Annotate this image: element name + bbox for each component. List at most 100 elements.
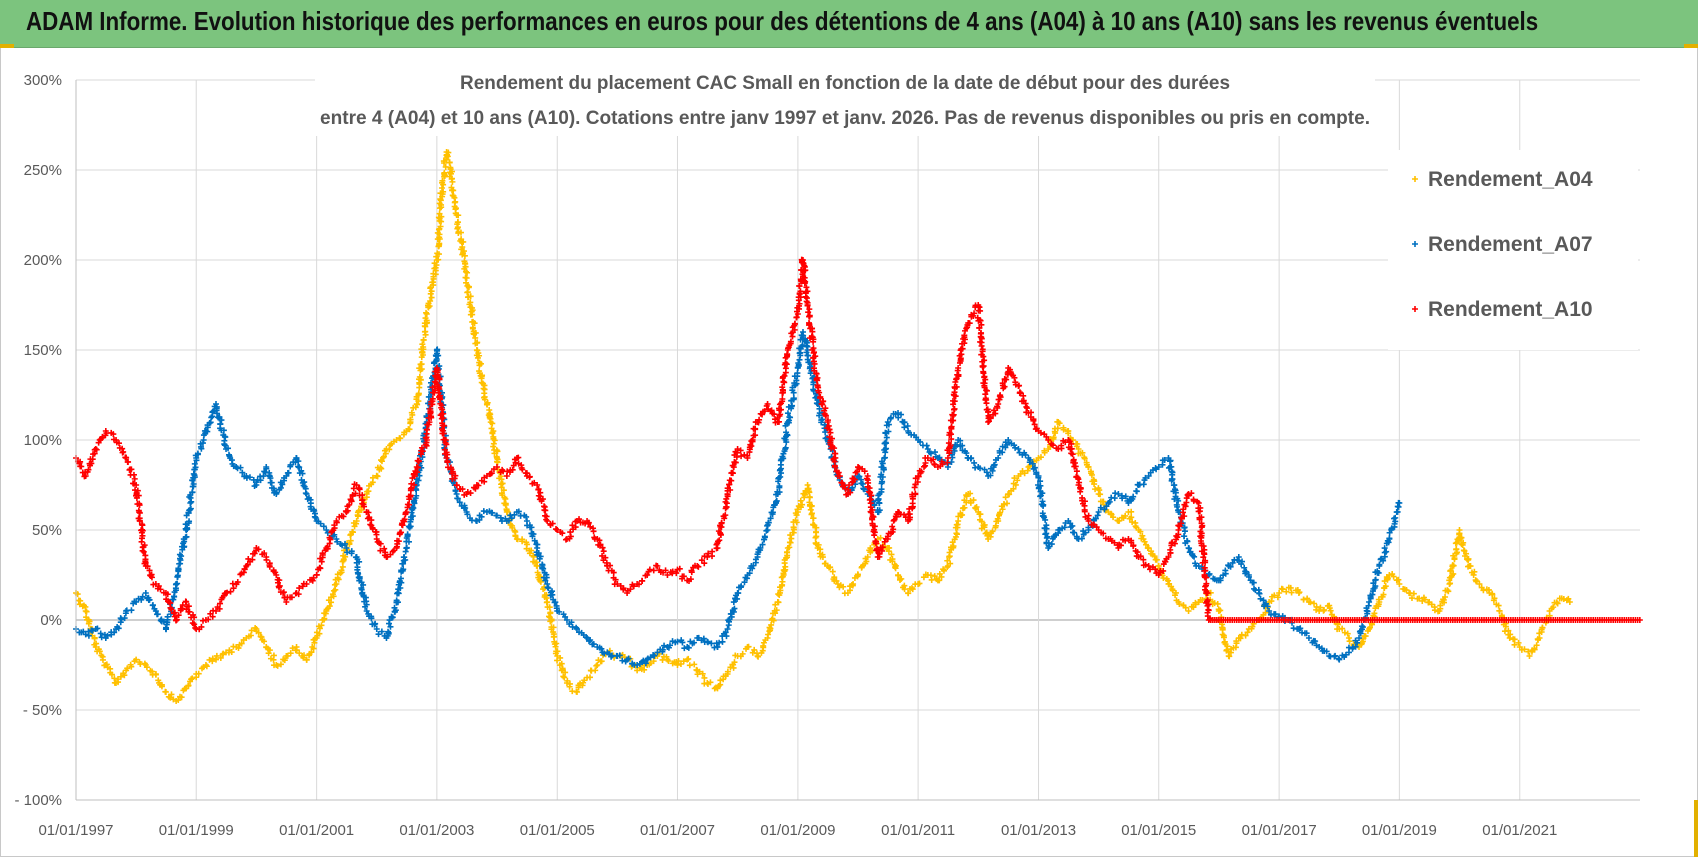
- legend-label-Rendement_A10: Rendement_A10: [1428, 298, 1593, 321]
- data-point-interp: [1458, 534, 1465, 541]
- data-point: [473, 347, 480, 353]
- data-point-interp: [963, 450, 970, 457]
- data-point-interp: [239, 469, 246, 476]
- data-point-interp: [1554, 600, 1561, 607]
- data-point-interp: [701, 674, 708, 681]
- data-point-interp: [761, 533, 768, 540]
- data-point-interp: [566, 683, 573, 690]
- data-point-interp: [369, 474, 376, 481]
- data-point-interp: [429, 279, 436, 286]
- data-point-interp: [391, 604, 398, 611]
- data-point-interp: [464, 269, 471, 276]
- data-point-interp: [491, 450, 498, 457]
- legend-label-Rendement_A07: Rendement_A07: [1428, 233, 1593, 256]
- data-point-interp: [338, 567, 345, 574]
- data-point-interp: [450, 479, 457, 486]
- grid-layer: [75, 79, 1640, 801]
- data-point-interp: [1446, 574, 1453, 581]
- data-point-interp: [850, 580, 857, 587]
- data-point-interp: [826, 564, 833, 571]
- data-point-interp: [863, 558, 870, 565]
- data-point-interp: [1133, 488, 1140, 495]
- data-point-interp: [1122, 512, 1129, 519]
- data-point-interp: [378, 458, 385, 465]
- data-point-interp: [1565, 595, 1572, 602]
- data-point-interp: [499, 480, 506, 487]
- data-point-interp: [784, 410, 791, 417]
- data-point: [563, 680, 570, 686]
- data-point-interp: [471, 320, 478, 327]
- data-point-interp: [465, 293, 472, 300]
- data-point-interp: [1390, 573, 1397, 580]
- data-point-interp: [435, 243, 442, 250]
- data-point-interp: [378, 628, 385, 635]
- series-Rendement_A07: [73, 329, 1403, 668]
- data-point-interp: [822, 429, 829, 436]
- data-point-interp: [746, 570, 753, 577]
- data-point-interp: [558, 667, 565, 674]
- data-point-interp: [1060, 426, 1067, 433]
- data-point-interp: [667, 642, 673, 649]
- data-point-interp: [409, 411, 416, 418]
- data-point-interp: [796, 356, 803, 363]
- data-point-interp: [794, 370, 801, 377]
- data-point-interp: [1371, 610, 1378, 617]
- data-point-interp: [128, 607, 135, 614]
- data-point-interp: [765, 631, 772, 638]
- data-point-interp: [457, 229, 464, 236]
- data-point-interp: [121, 672, 128, 679]
- data-point-interp: [540, 565, 547, 572]
- x-tick-label: 01/01/2011: [881, 822, 955, 839]
- data-point: [493, 512, 500, 519]
- legend: Rendement_A04 Rendement_A07 Rendement_A10: [1388, 150, 1638, 350]
- data-point-interp: [788, 403, 795, 410]
- data-point-interp: [1283, 588, 1290, 595]
- data-point-interp: [695, 563, 702, 570]
- data-point-interp: [1021, 470, 1028, 477]
- data-point-interp: [189, 483, 196, 490]
- data-point-interp: [213, 652, 220, 659]
- data-point-interp: [265, 650, 272, 657]
- x-tick-label: 01/01/2019: [1362, 822, 1437, 839]
- data-point-interp: [788, 535, 795, 542]
- y-tick-label: - 50%: [23, 702, 62, 719]
- data-point-interp: [284, 469, 291, 476]
- data-point-interp: [1107, 510, 1114, 517]
- data-point-interp: [340, 552, 347, 559]
- data-point-interp: [404, 532, 411, 539]
- chart-title-line-1: Rendement du placement CAC Small en fonc…: [460, 73, 1230, 94]
- data-point-interp: [154, 611, 161, 618]
- data-point-interp: [1041, 449, 1048, 456]
- data-point-interp: [1444, 587, 1451, 594]
- data-point-interp: [1311, 600, 1318, 607]
- data-point-interp: [235, 645, 242, 652]
- data-point-interp: [423, 309, 430, 316]
- data-point-interp: [1153, 556, 1160, 563]
- legend-label-Rendement_A04: Rendement_A04: [1428, 168, 1593, 191]
- data-point-interp: [794, 506, 801, 513]
- data-point-interp: [738, 583, 745, 590]
- data-point: [1386, 572, 1393, 578]
- data-point-interp: [356, 558, 363, 565]
- data-point-interp: [786, 417, 793, 424]
- data-point-interp: [489, 509, 496, 516]
- data-point-interp: [1495, 602, 1502, 609]
- data-point-interp: [650, 658, 657, 665]
- data-point-interp: [296, 464, 303, 471]
- data-point-interp: [374, 473, 381, 480]
- data-point-interp: [460, 238, 467, 245]
- data-point-interp: [127, 661, 134, 668]
- data-point-interp: [433, 357, 440, 364]
- data-point-interp: [691, 639, 698, 646]
- data-point: [303, 491, 310, 497]
- data-point-interp: [293, 455, 300, 462]
- data-point-interp: [774, 599, 781, 606]
- data-point-interp: [436, 210, 443, 217]
- data-point-interp: [85, 620, 92, 627]
- data-point-interp: [731, 659, 738, 666]
- data-point-interp: [397, 575, 404, 582]
- data-point: [133, 656, 140, 663]
- data-point-interp: [1317, 604, 1324, 611]
- data-point-interp: [481, 393, 488, 400]
- data-point-interp: [1022, 451, 1029, 458]
